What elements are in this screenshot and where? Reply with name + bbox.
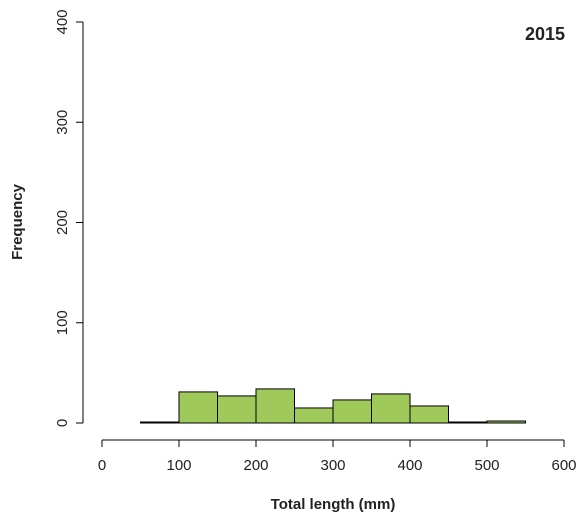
x-tick-label: 0 (98, 457, 106, 474)
x-tick-label: 200 (243, 457, 268, 474)
bar (409, 405, 449, 424)
x-tick-label: 500 (474, 457, 499, 474)
y-tick-label: 0 (54, 419, 71, 427)
x-tick-label: 100 (166, 457, 191, 474)
y-tick-label: 200 (54, 210, 71, 235)
bar (371, 393, 411, 424)
bar (294, 407, 334, 424)
x-tick-label: 400 (397, 457, 422, 474)
y-tick-label: 300 (54, 110, 71, 135)
chart-title: 2015 (525, 24, 565, 44)
bar (140, 421, 180, 424)
y-tick-label: 100 (54, 310, 71, 335)
bar (486, 420, 526, 424)
bar (255, 388, 295, 424)
y-axis-title: Frequency (9, 183, 26, 260)
x-tick-label: 600 (551, 457, 576, 474)
bar (332, 399, 372, 424)
bar (448, 421, 488, 424)
x-tick-label: 300 (320, 457, 345, 474)
bar (217, 395, 257, 424)
x-axis-title: Total length (mm) (271, 496, 396, 513)
bar (178, 391, 218, 424)
y-tick-label: 400 (54, 9, 71, 34)
